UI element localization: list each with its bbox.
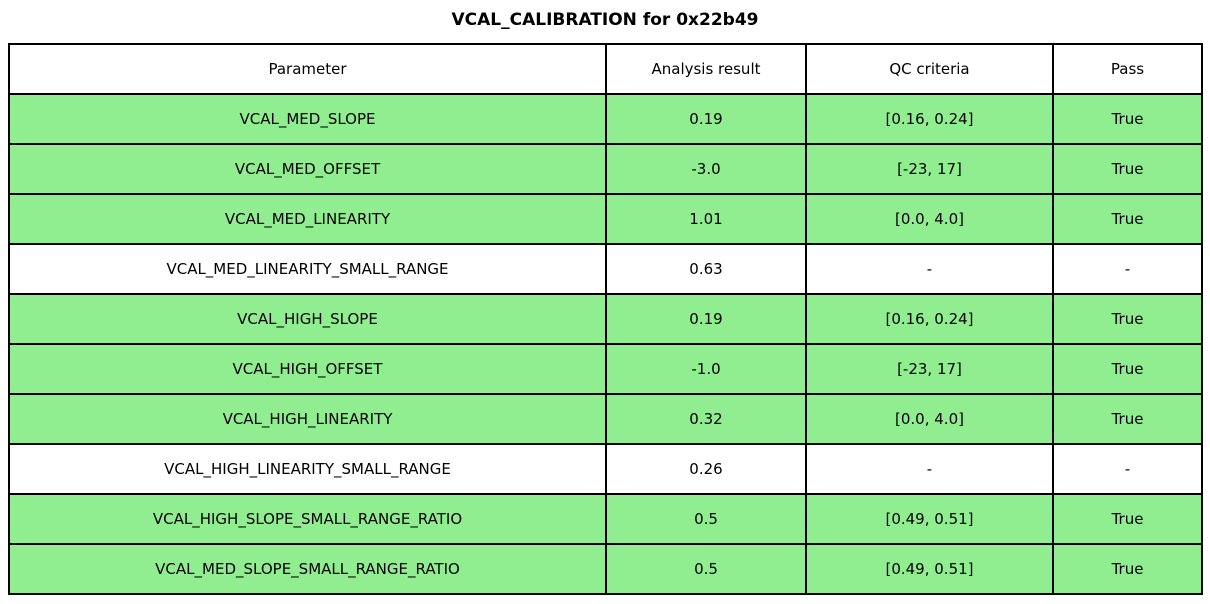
qc-criteria-cell: - — [805, 243, 1054, 295]
column-header-pass: Pass — [1052, 43, 1203, 95]
qc-criteria-cell: [0.0, 4.0] — [805, 193, 1054, 245]
table-row: VCAL_HIGH_SLOPE_SMALL_RANGE_RATIO 0.5 [0.4… — [8, 493, 1203, 545]
parameter-cell: VCAL_MED_OFFSET — [8, 143, 607, 195]
table-row: VCAL_MED_SLOPE 0.19 [0.16, 0.24] True — [8, 93, 1203, 145]
parameter-cell: VCAL_HIGH_SLOPE_SMALL_RANGE_RATIO — [8, 493, 607, 545]
pass-cell: True — [1052, 493, 1203, 545]
analysis-result-cell: 0.5 — [605, 493, 807, 545]
qc-criteria-cell: [-23, 17] — [805, 343, 1054, 395]
pass-cell: - — [1052, 243, 1203, 295]
pass-cell: True — [1052, 293, 1203, 345]
parameter-cell: VCAL_HIGH_LINEARITY_SMALL_RANGE — [8, 443, 607, 495]
parameter-cell: VCAL_MED_LINEARITY_SMALL_RANGE — [8, 243, 607, 295]
pass-cell: True — [1052, 93, 1203, 145]
qc-criteria-cell: [0.16, 0.24] — [805, 293, 1054, 345]
analysis-result-cell: -3.0 — [605, 143, 807, 195]
table-body: VCAL_MED_SLOPE 0.19 [0.16, 0.24] True VCAL_M… — [8, 93, 1203, 595]
parameter-cell: VCAL_MED_SLOPE_SMALL_RANGE_RATIO — [8, 543, 607, 595]
table-row: VCAL_HIGH_SLOPE 0.19 [0.16, 0.24] True — [8, 293, 1203, 345]
parameter-cell: VCAL_HIGH_LINEARITY — [8, 393, 607, 445]
analysis-result-cell: 0.63 — [605, 243, 807, 295]
pass-cell: - — [1052, 443, 1203, 495]
header-row: Parameter Analysis result QC criteria Pass — [8, 43, 1203, 95]
pass-cell: True — [1052, 543, 1203, 595]
qc-criteria-cell: [0.16, 0.24] — [805, 93, 1054, 145]
analysis-result-cell: -1.0 — [605, 343, 807, 395]
column-header-qc-criteria: QC criteria — [805, 43, 1054, 95]
parameter-cell: VCAL_MED_LINEARITY — [8, 193, 607, 245]
analysis-result-cell: 0.19 — [605, 293, 807, 345]
qc-criteria-cell: [0.49, 0.51] — [805, 543, 1054, 595]
analysis-result-cell: 0.32 — [605, 393, 807, 445]
analysis-result-cell: 0.5 — [605, 543, 807, 595]
table-row: VCAL_HIGH_LINEARITY 0.32 [0.0, 4.0] True — [8, 393, 1203, 445]
column-header-analysis-result: Analysis result — [605, 43, 807, 95]
analysis-result-cell: 0.26 — [605, 443, 807, 495]
table-row: VCAL_HIGH_OFFSET -1.0 [-23, 17] True — [8, 343, 1203, 395]
table-row: VCAL_MED_LINEARITY_SMALL_RANGE 0.63- - — [8, 243, 1203, 295]
qc-criteria-cell: - — [805, 443, 1054, 495]
figure-title: VCAL_CALIBRATION for 0x22b49 — [451, 10, 759, 30]
qc-criteria-cell: [0.0, 4.0] — [805, 393, 1054, 445]
pass-cell: True — [1052, 143, 1203, 195]
qc-criteria-cell: [0.49, 0.51] — [805, 493, 1054, 545]
table-row: VCAL_HIGH_LINEARITY_SMALL_RANGE 0.26- - — [8, 443, 1203, 495]
qc-table: Parameter Analysis result QC criteria Pass … — [8, 43, 1203, 595]
qc-criteria-cell: [-23, 17] — [805, 143, 1054, 195]
parameter-cell: VCAL_HIGH_SLOPE — [8, 293, 607, 345]
pass-cell: True — [1052, 193, 1203, 245]
parameter-cell: VCAL_MED_SLOPE — [8, 93, 607, 145]
analysis-result-cell: 1.01 — [605, 193, 807, 245]
table-row: VCAL_MED_OFFSET -3.0 [-23, 17] True — [8, 143, 1203, 195]
parameter-cell: VCAL_HIGH_OFFSET — [8, 343, 607, 395]
pass-cell: True — [1052, 393, 1203, 445]
pass-cell: True — [1052, 343, 1203, 395]
table-row: VCAL_MED_SLOPE_SMALL_RANGE_RATIO 0.5 [0.49… — [8, 543, 1203, 595]
analysis-result-cell: 0.19 — [605, 93, 807, 145]
table-row: VCAL_MED_LINEARITY 1.01 [0.0, 4.0] True — [8, 193, 1203, 245]
column-header-parameter: Parameter — [8, 43, 607, 95]
